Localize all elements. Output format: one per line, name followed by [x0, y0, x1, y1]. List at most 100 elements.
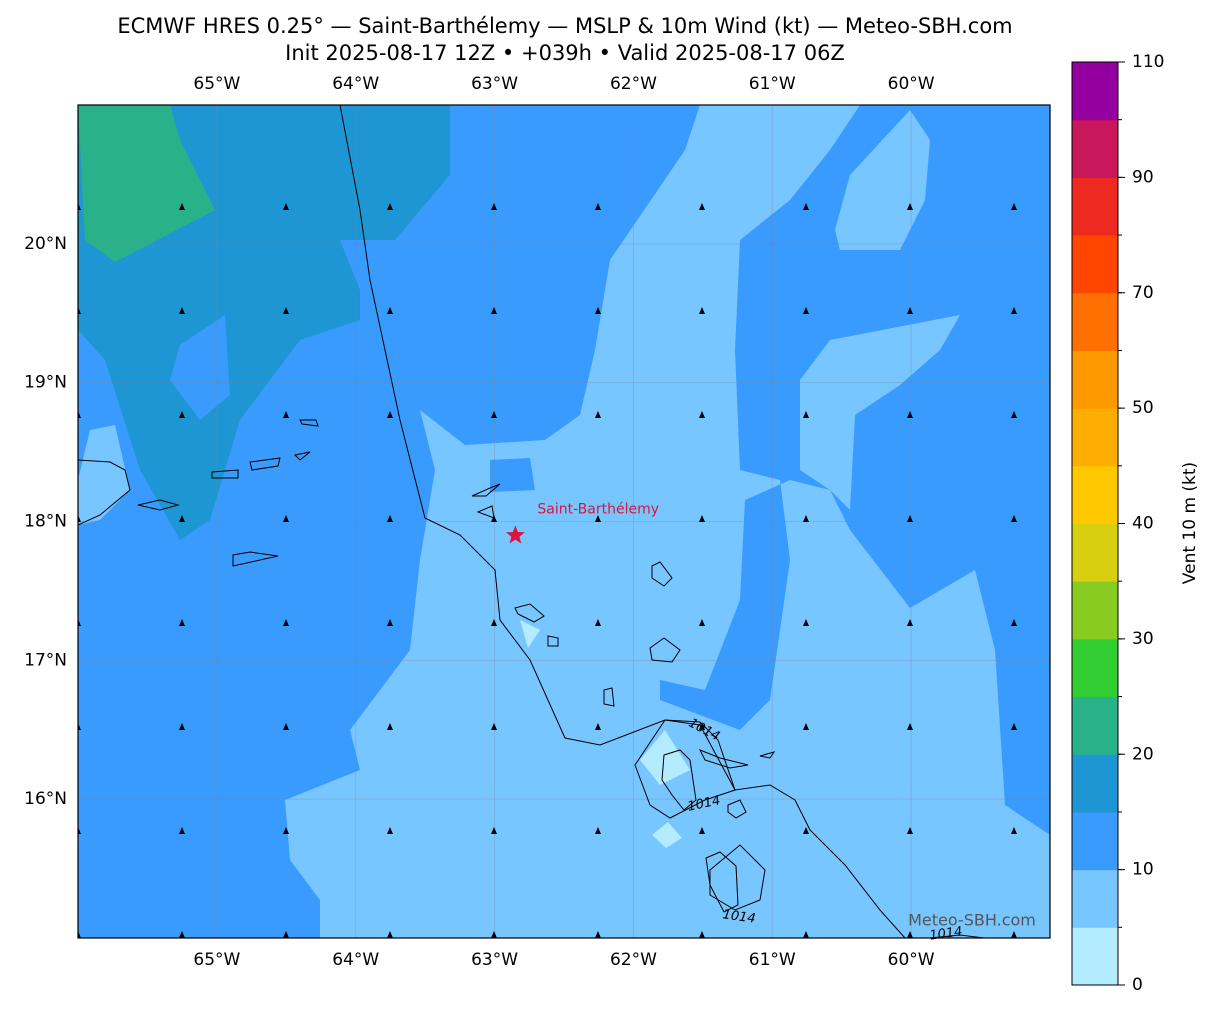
watermark: Meteo-SBH.com: [908, 911, 1036, 930]
wind-arrow: [179, 515, 185, 522]
x-tick-label: 65°W: [193, 950, 240, 970]
wind-arrow: [283, 515, 289, 522]
wind-band: [835, 110, 930, 250]
wind-arrow: [1011, 411, 1017, 418]
wind-arrow: [179, 203, 185, 210]
wind-arrow: [78, 723, 81, 730]
wind-band: [170, 315, 230, 420]
x-tick-label: 64°W: [332, 950, 379, 970]
colorbar-tick-label: 70: [1132, 283, 1154, 303]
wind-arrow: [699, 203, 705, 210]
wind-arrow: [907, 931, 913, 938]
wind-arrow: [803, 203, 809, 210]
colorbar-bin: [1072, 869, 1118, 928]
colorbar-tick-label: 110: [1132, 52, 1164, 72]
wind-arrow: [595, 307, 601, 314]
wind-arrow: [179, 619, 185, 626]
colorbar-bin: [1072, 638, 1118, 698]
y-tick-label: 17°N: [24, 650, 67, 670]
location-marker: [505, 525, 525, 544]
wind-band: [660, 105, 1050, 835]
wind-arrow: [803, 723, 809, 730]
colorbar-bin: [1072, 350, 1118, 409]
isobar-label: 1014: [722, 907, 757, 926]
wind-arrow: [699, 723, 705, 730]
colorbar-bin: [1072, 177, 1118, 236]
y-tick-label: 16°N: [24, 789, 67, 809]
colorbar-bin: [1072, 523, 1118, 582]
wind-arrow: [283, 307, 289, 314]
wind-arrow: [803, 827, 809, 834]
wind-arrow: [78, 307, 81, 314]
x-tick-label: 62°W: [610, 950, 657, 970]
x-tick-label: 65°W: [193, 74, 240, 94]
eez-border: [339, 105, 906, 938]
x-tick-label: 60°W: [888, 74, 935, 94]
coastlines: [78, 419, 776, 913]
wind-arrow: [699, 515, 705, 522]
x-tick-label: 61°W: [749, 74, 796, 94]
wind-arrow: [803, 307, 809, 314]
colorbar-bin: [1072, 754, 1118, 813]
wind-band: [652, 822, 682, 848]
wind-arrow: [491, 723, 497, 730]
wind-band: [640, 730, 690, 785]
colorbar-bin: [1072, 581, 1118, 640]
wind-arrow: [699, 619, 705, 626]
wind-arrow: [387, 307, 393, 314]
wind-arrow: [595, 827, 601, 834]
wind-arrow: [78, 203, 81, 210]
wind-arrow: [179, 827, 185, 834]
wind-band: [520, 620, 540, 648]
wind-arrow: [803, 411, 809, 418]
wind-arrow: [387, 411, 393, 418]
colorbar-tick-label: 10: [1132, 860, 1154, 880]
wind-arrow: [699, 411, 705, 418]
wind-band: [78, 105, 215, 262]
colorbar-tick-label: 40: [1132, 514, 1154, 534]
wind-arrow: [179, 411, 185, 418]
isobar-label: 1014: [929, 924, 964, 943]
colorbar-bin: [1072, 62, 1118, 121]
y-tick-label: 18°N: [24, 512, 67, 532]
x-tick-label: 63°W: [471, 950, 518, 970]
wind-arrow: [387, 827, 393, 834]
wind-arrow: [803, 931, 809, 938]
wind-arrow: [1011, 723, 1017, 730]
wind-arrow: [699, 307, 705, 314]
wind-arrow: [491, 931, 497, 938]
subtitle: Init 2025-08-17 12Z • +039h • Valid 2025…: [285, 41, 845, 65]
wind-arrow: [283, 931, 289, 938]
x-tick-label: 60°W: [888, 950, 935, 970]
colorbar-tick-label: 20: [1132, 744, 1154, 764]
wind-arrow: [387, 931, 393, 938]
wind-arrow: [283, 827, 289, 834]
wind-arrow: [803, 515, 809, 522]
wind-arrow: [491, 827, 497, 834]
wind-arrow: [387, 203, 393, 210]
wind-arrow: [907, 515, 913, 522]
wind-arrow: [1011, 203, 1017, 210]
x-tick-label: 62°W: [610, 74, 657, 94]
colorbar-bin: [1072, 119, 1118, 178]
colorbar-tick-label: 50: [1132, 398, 1154, 418]
wind-arrow: [595, 411, 601, 418]
wind-arrow: [1011, 827, 1017, 834]
wind-arrow: [1011, 307, 1017, 314]
colorbar: 0 10 20 30 40 50 70 90 110: [1071, 52, 1164, 995]
wind-arrow: [491, 411, 497, 418]
wind-arrow: [387, 515, 393, 522]
wind-arrow: [907, 827, 913, 834]
wind-arrow: [491, 307, 497, 314]
colorbar-tick-label: 90: [1132, 167, 1154, 187]
wind-arrow: [491, 619, 497, 626]
x-tick-label: 64°W: [332, 74, 379, 94]
wind-band: [800, 315, 960, 510]
wind-arrow: [907, 619, 913, 626]
isobar: [634, 719, 989, 938]
x-tick-label: 63°W: [471, 74, 518, 94]
colorbar-bin: [1072, 927, 1118, 986]
wind-arrow: [491, 203, 497, 210]
